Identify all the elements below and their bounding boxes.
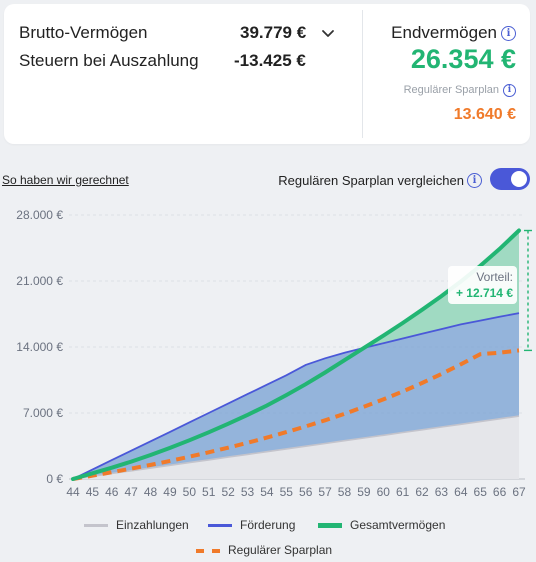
x-tick-label: 61 [396, 485, 410, 499]
gesamtvermoegen-line [71, 228, 521, 481]
legend-swatch [208, 524, 232, 528]
compare-toggle[interactable] [490, 168, 530, 190]
x-tick-label: 54 [260, 485, 274, 499]
info-icon[interactable]: i [501, 26, 516, 41]
legend-swatch [84, 524, 108, 528]
legend-item-gesamtvermoegen: Gesamtvermögen [318, 518, 445, 532]
brutto-label: Brutto-Vermögen [19, 23, 148, 42]
x-tick-label: 55 [280, 485, 294, 499]
legend-swatch [196, 548, 220, 553]
y-tick-label: 7.000 € [23, 406, 63, 420]
steuern-label: Steuern bei Auszahlung [19, 51, 199, 70]
foerderung-line [72, 312, 520, 480]
regular-value: 13.640 € [453, 106, 516, 123]
x-tick-label: 63 [435, 485, 449, 499]
x-tick-label: 64 [454, 485, 468, 499]
x-tick-label: 48 [144, 485, 158, 499]
advantage-label: Vorteil: [476, 270, 513, 284]
advantage-box [448, 266, 517, 304]
summary-divider [362, 10, 363, 138]
x-tick-label: 44 [66, 485, 80, 499]
chevron-down-icon[interactable] [320, 26, 336, 42]
regular-heading: Regulärer Sparplan i [404, 84, 516, 97]
end-heading: Endvermögen i [391, 23, 516, 43]
x-tick-label: 60 [377, 485, 391, 499]
y-tick-label: 28.000 € [16, 208, 63, 222]
x-tick-label: 57 [318, 485, 332, 499]
steuern-row: Steuern bei Auszahlung -13.425 € [19, 51, 306, 71]
compare-label: Regulären Sparplan vergleichen [278, 173, 464, 188]
x-tick-label: 66 [493, 485, 507, 499]
x-tick-label: 45 [86, 485, 100, 499]
end-value: 26.354 € [410, 44, 516, 74]
legend-item-regulaerer-sparplan: Regulärer Sparplan [196, 543, 332, 557]
x-tick-label: 46 [105, 485, 119, 499]
x-tick-label: 59 [357, 485, 371, 499]
x-tick-label: 47 [124, 485, 138, 499]
legend-swatch [318, 523, 342, 529]
legend-label: Einzahlungen [116, 518, 189, 532]
info-icon[interactable]: i [467, 173, 482, 188]
legend-label: Regulärer Sparplan [228, 543, 333, 557]
y-tick-label: 14.000 € [16, 340, 63, 354]
legend-label: Gesamtvermögen [350, 518, 446, 532]
end-label: Endvermögen [391, 23, 497, 42]
regulaerer-sparplan-line [72, 348, 520, 481]
x-tick-label: 65 [474, 485, 488, 499]
x-tick-label: 67 [512, 485, 526, 499]
x-tick-label: 62 [415, 485, 429, 499]
summary-card: Brutto-Vermögen 39.779 € Steuern bei Aus… [4, 4, 530, 144]
legend-item-foerderung: Förderung [208, 518, 295, 532]
x-tick-label: 53 [241, 485, 255, 499]
brutto-row[interactable]: Brutto-Vermögen 39.779 € [19, 23, 306, 43]
info-icon[interactable]: i [503, 84, 516, 97]
toggle-knob [511, 171, 527, 187]
x-tick-label: 49 [163, 485, 177, 499]
x-tick-label: 52 [221, 485, 235, 499]
advantage-value: + 12.714 € [456, 286, 513, 300]
wealth-chart: 0 € 7.000 € 14.000 € 21.000 € 28.000 € 44 45 46… [16, 208, 532, 499]
x-tick-label: 51 [202, 485, 216, 499]
legend-label: Förderung [240, 518, 296, 532]
einzahlungen-line [72, 415, 520, 480]
y-tick-label: 21.000 € [16, 274, 63, 288]
brutto-value: 39.779 € [240, 23, 307, 42]
x-tick-label: 50 [183, 485, 197, 499]
legend-item-einzahlungen: Einzahlungen [84, 518, 189, 532]
y-tick-label: 0 € [46, 472, 63, 486]
steuern-value: -13.425 € [234, 51, 306, 70]
x-tick-label: 58 [338, 485, 352, 499]
regular-label: Regulärer Sparplan [403, 84, 499, 96]
method-link[interactable]: So haben wir gerechnet [2, 173, 129, 187]
x-tick-label: 56 [299, 485, 313, 499]
